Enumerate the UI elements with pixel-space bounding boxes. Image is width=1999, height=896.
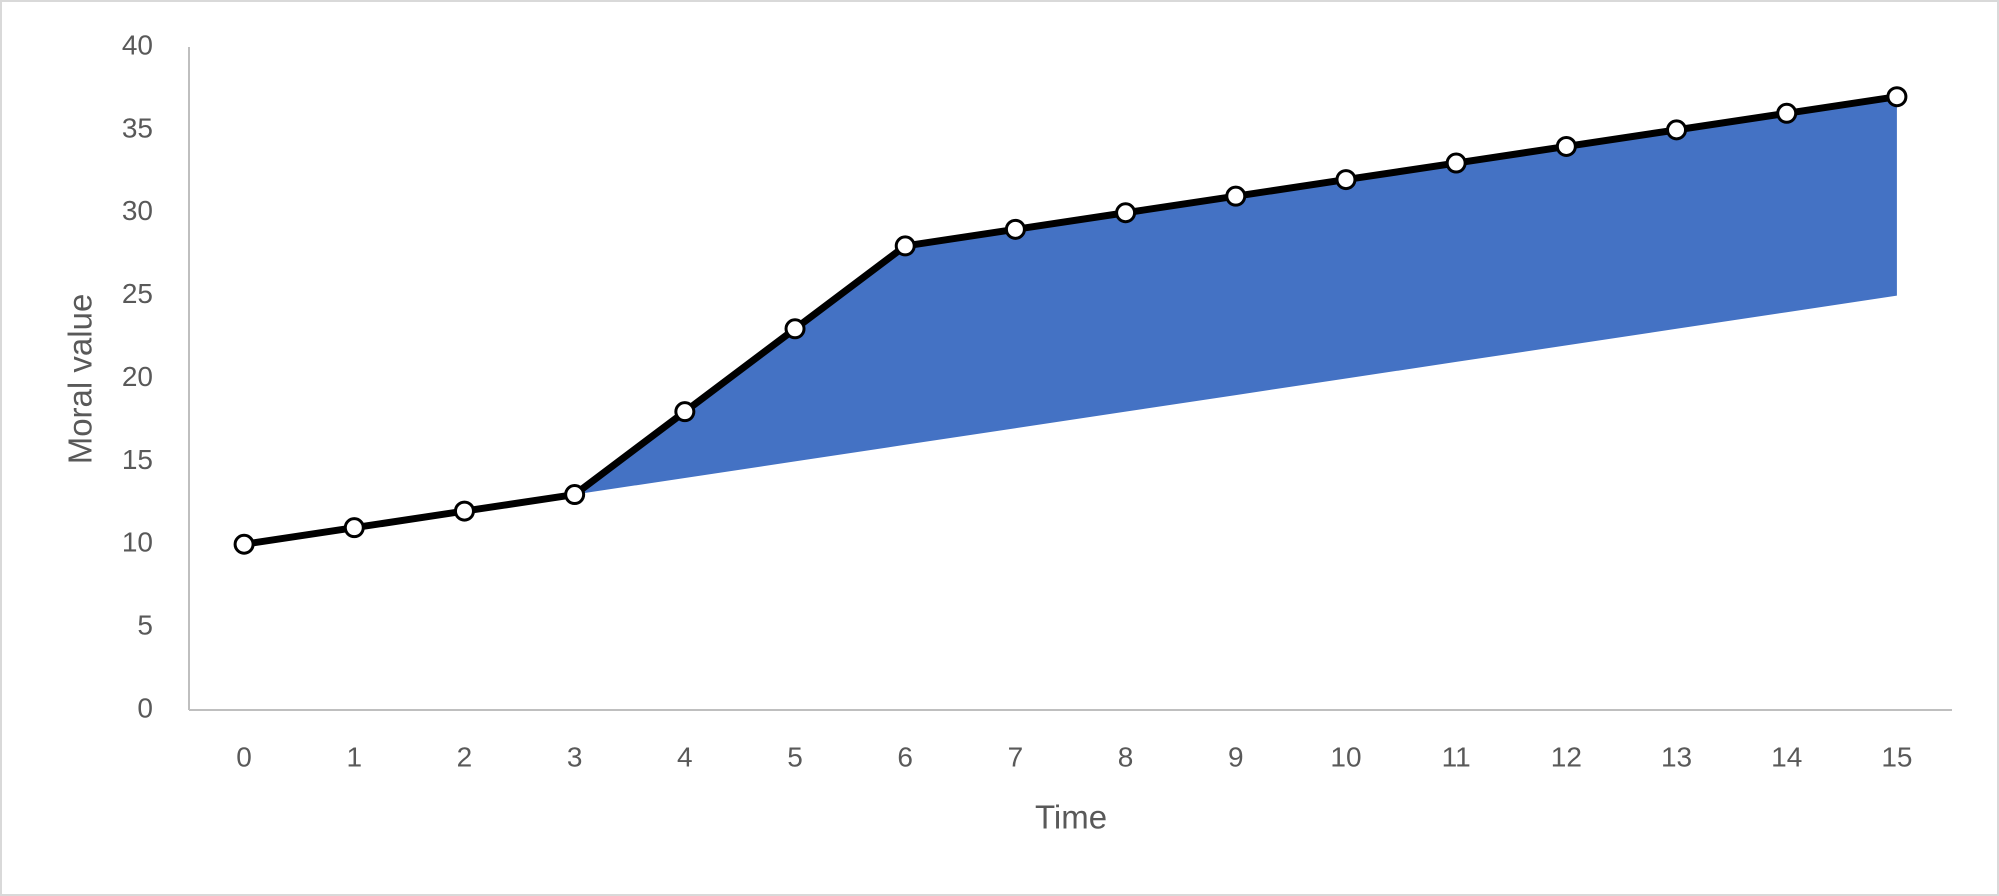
data-point	[1886, 86, 1908, 108]
x-tick-label: 2	[457, 741, 473, 772]
data-point	[894, 235, 916, 257]
y-tick-label: 15	[122, 444, 153, 475]
x-tick-label: 7	[1008, 741, 1024, 772]
data-point	[453, 500, 475, 522]
x-tick-label: 10	[1330, 741, 1361, 772]
data-point	[674, 401, 696, 423]
data-point	[233, 533, 255, 555]
x-tick-label: 9	[1228, 741, 1244, 772]
y-tick-label: 30	[122, 195, 153, 226]
x-tick-label: 4	[677, 741, 693, 772]
x-tick-label: 0	[236, 741, 252, 772]
x-tick-label: 8	[1118, 741, 1134, 772]
y-tick-label: 5	[137, 610, 153, 641]
x-tick-label: 13	[1661, 741, 1692, 772]
x-tick-label: 1	[346, 741, 362, 772]
band-area	[574, 96, 1897, 495]
x-tick-label: 3	[567, 741, 583, 772]
data-point	[1115, 202, 1137, 224]
y-axis-title: Moral value	[62, 294, 99, 465]
y-tick-label: 20	[122, 361, 153, 392]
y-tick-label: 0	[137, 692, 153, 723]
x-tick-label: 11	[1442, 741, 1471, 772]
data-point	[1445, 152, 1467, 174]
x-axis-title: Time	[1035, 799, 1107, 836]
y-tick-label: 40	[122, 29, 153, 60]
data-point	[343, 517, 365, 539]
y-tick-label: 35	[122, 112, 153, 143]
data-point	[1555, 135, 1577, 157]
x-tick-label: 12	[1551, 741, 1582, 772]
x-tick-label: 15	[1881, 741, 1912, 772]
data-point	[1776, 102, 1798, 124]
data-point	[1225, 185, 1247, 207]
data-point	[1335, 169, 1357, 191]
x-tick-label: 14	[1771, 741, 1802, 772]
y-tick-label: 10	[122, 527, 153, 558]
data-line	[243, 93, 1898, 548]
data-point	[784, 318, 806, 340]
x-tick-label: 5	[787, 741, 803, 772]
data-point	[1004, 218, 1026, 240]
data-point	[564, 484, 586, 506]
x-tick-label: 6	[897, 741, 913, 772]
data-point	[1666, 119, 1688, 141]
y-tick-label: 25	[122, 278, 153, 309]
